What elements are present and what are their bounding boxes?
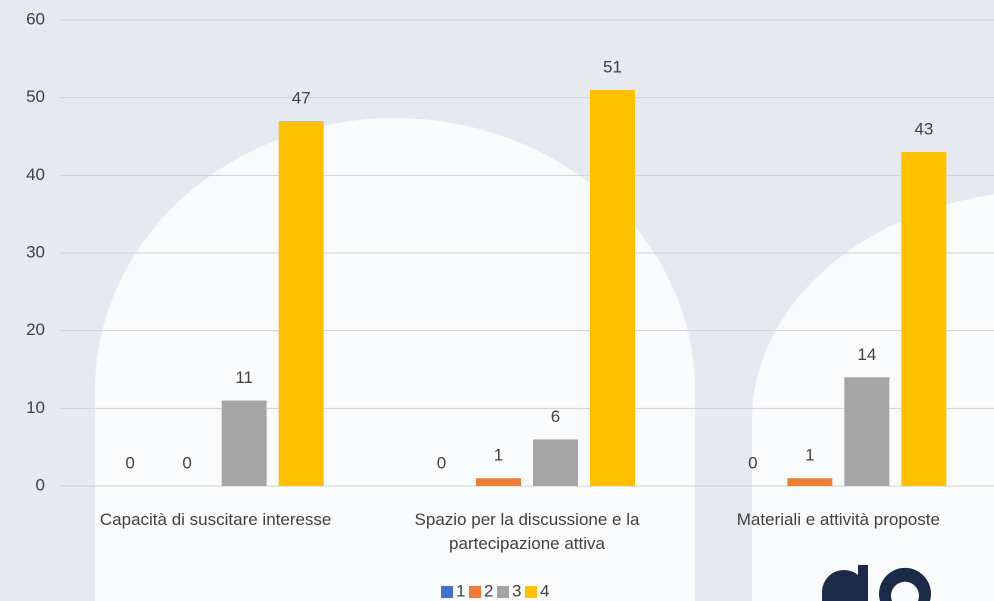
legend-swatch [525, 586, 537, 598]
legend-swatch [469, 586, 481, 598]
bar [533, 439, 578, 486]
value-label: 43 [914, 120, 933, 139]
legend-swatch [441, 586, 453, 598]
y-tick-label: 60 [26, 9, 45, 28]
value-label: 14 [857, 345, 876, 364]
bar [590, 89, 635, 487]
y-tick-label: 30 [26, 242, 45, 261]
legend-label: 4 [540, 581, 549, 600]
bar [278, 120, 324, 486]
value-label: 1 [494, 446, 503, 465]
legend-swatch [497, 586, 509, 598]
bar [844, 377, 890, 486]
bar [221, 400, 267, 486]
x-tick-label: Spazio per la discussione e la partecipa… [414, 510, 640, 553]
legend-label: 1 [456, 581, 465, 600]
value-label: 47 [292, 88, 311, 107]
value-label: 6 [551, 407, 560, 426]
y-tick-label: 0 [36, 475, 45, 494]
y-tick-label: 20 [26, 320, 45, 339]
bar [476, 478, 521, 486]
value-label: 51 [603, 57, 622, 76]
x-tick-label: Capacità di suscitare interesse [99, 510, 332, 529]
value-label: 11 [235, 368, 253, 387]
value-label: 1 [805, 446, 814, 465]
y-tick-label: 40 [26, 165, 45, 184]
value-label: 0 [182, 453, 191, 472]
x-tick-label: Materiali e attività proposte [736, 510, 940, 529]
legend-label: 3 [512, 581, 521, 600]
y-tick-label: 50 [26, 87, 45, 106]
bar [787, 478, 833, 486]
value-label: 0 [125, 453, 134, 472]
legend-label: 2 [484, 581, 493, 600]
value-label: 0 [437, 453, 446, 472]
value-label: 0 [748, 453, 757, 472]
logo [822, 565, 931, 601]
bar [901, 152, 947, 487]
y-tick-label: 10 [26, 398, 45, 417]
